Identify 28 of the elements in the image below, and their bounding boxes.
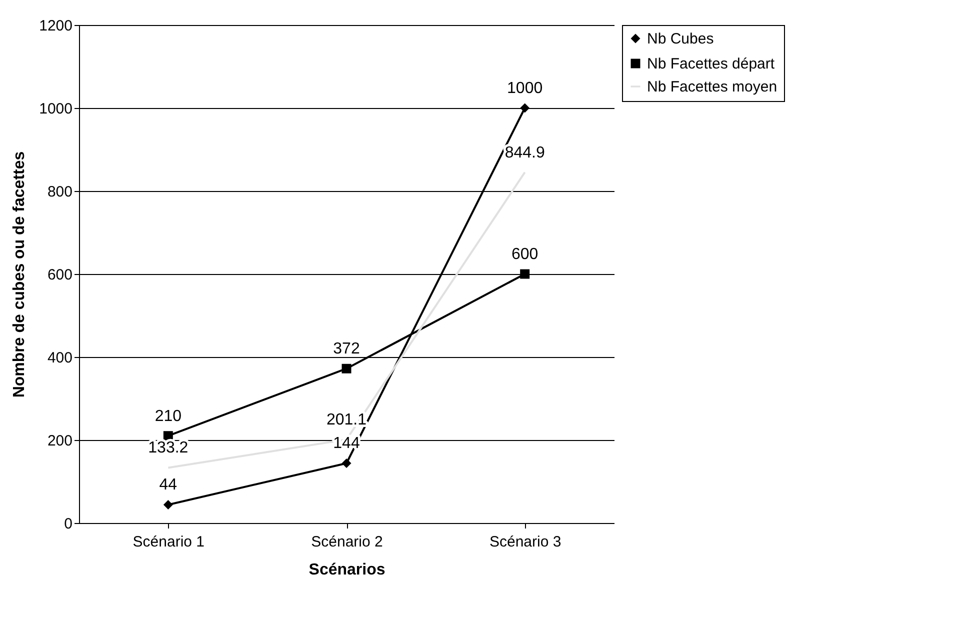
y-tick-label: 200 — [47, 432, 72, 450]
x-tick-label: Scénario 3 — [489, 534, 562, 550]
point — [520, 269, 530, 279]
legend-label: Nb Facettes départ — [647, 56, 776, 72]
data-label: 600 — [511, 246, 538, 263]
y-tick-label: 1000 — [39, 100, 72, 118]
y-tick-label: 400 — [47, 350, 72, 366]
point — [342, 364, 352, 374]
data-label: 1000 — [507, 80, 543, 97]
data-label: 44 — [159, 476, 178, 494]
data-label: 210 — [154, 408, 182, 425]
point — [520, 103, 530, 113]
y-tick-label: 800 — [47, 184, 72, 200]
point — [342, 458, 352, 468]
legend-label: Nb Cubes — [647, 30, 714, 48]
data-label: 844.9 — [504, 144, 545, 162]
x-tick-label: Scénario 1 — [132, 534, 205, 550]
x-tick-label: Scénario 2 — [311, 534, 383, 550]
x-axis-title: Scénarios — [308, 562, 386, 578]
y-tick-label: 1200 — [39, 18, 72, 34]
y-tick-label: 0 — [64, 516, 72, 532]
data-label: 372 — [333, 340, 360, 358]
legend-label: Nb Facettes moyen — [647, 78, 778, 96]
data-label: 133.2 — [148, 440, 188, 457]
y-tick-label: 600 — [47, 266, 72, 284]
data-label: 201.1 — [326, 412, 367, 429]
point — [163, 500, 173, 510]
y-axis-title: Nombre de cubes ou de facettes — [11, 151, 28, 398]
